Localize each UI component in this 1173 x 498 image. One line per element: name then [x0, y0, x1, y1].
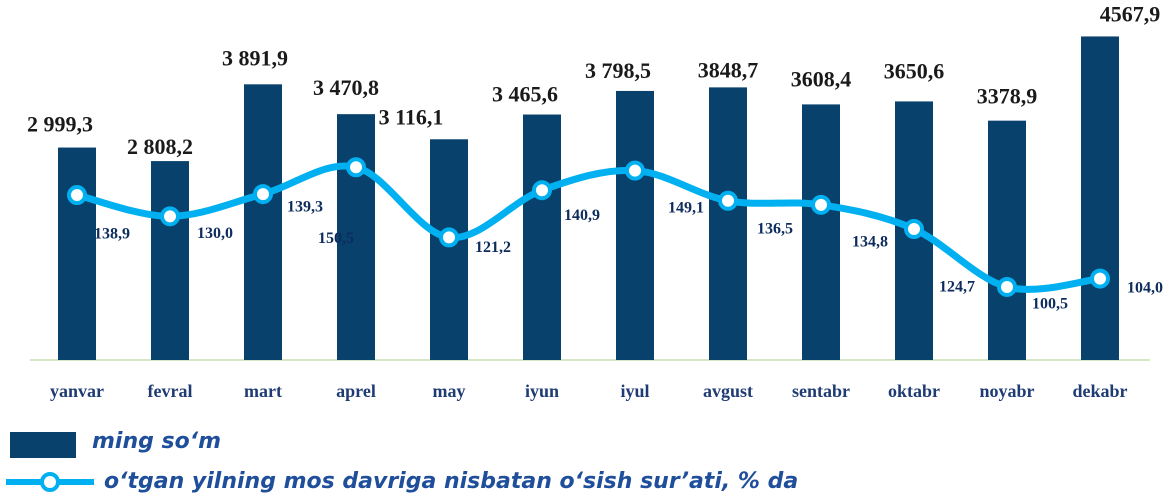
bar: [244, 84, 282, 360]
line-value-label: 130,0: [197, 225, 233, 242]
bar-value-label: 3 891,9: [222, 45, 288, 70]
bar: [337, 114, 375, 360]
legend-swatch-marker: [40, 472, 60, 492]
bar-value-label: 3 798,5: [585, 58, 651, 83]
legend-label: ming so‘m: [92, 429, 221, 454]
bar-value-label: 3 116,1: [379, 104, 444, 129]
legend-swatch-bar: [10, 432, 76, 458]
bar-value-label: 3378,9: [977, 84, 1038, 109]
line-marker: [253, 184, 273, 205]
bar-value-label: 2 999,3: [27, 112, 93, 137]
bar-value-label: 3 465,6: [492, 82, 558, 107]
line-marker: [997, 276, 1017, 297]
line-value-label: 134,8: [852, 234, 888, 251]
bar-value-label: 2 808,2: [127, 134, 193, 159]
line-value-label: 149,1: [668, 199, 704, 216]
bar-value-label: 3608,4: [791, 66, 852, 91]
x-tick-label: may: [433, 381, 466, 401]
line-marker: [346, 157, 366, 178]
line-marker: [811, 194, 831, 215]
line-value-label: 104,0: [1127, 279, 1163, 296]
x-tick-label: oktabr: [888, 381, 940, 401]
bar-value-label: 3 470,8: [313, 75, 379, 100]
line-marker: [904, 219, 924, 240]
bar: [616, 90, 654, 361]
line-value-label: 100,5: [1032, 296, 1068, 313]
line-marker: [439, 227, 459, 248]
line-value-label: 138,9: [94, 226, 130, 243]
line-marker: [1090, 268, 1110, 289]
bar-value-label: 3848,7: [698, 57, 759, 82]
line-value-label: 150,5: [318, 230, 354, 247]
line-value-label: 139,3: [287, 199, 323, 216]
bar-value-label: 4567,9: [1100, 1, 1161, 26]
line-marker: [67, 185, 87, 206]
legend-label: o‘tgan yilning mos davriga nisbatan o‘si…: [104, 469, 798, 494]
line-marker: [160, 206, 180, 227]
x-tick-label: noyabr: [979, 381, 1034, 401]
line-value-label: 121,2: [475, 239, 511, 256]
bar: [523, 114, 561, 361]
line-value-label: 140,9: [564, 207, 600, 224]
x-tick-label: aprel: [336, 381, 376, 401]
x-tick-label: iyun: [525, 381, 559, 401]
x-tick-label: iyul: [620, 381, 649, 401]
bar: [151, 161, 189, 360]
x-tick-label: dekabr: [1072, 381, 1127, 401]
x-tick-label: avgust: [703, 381, 753, 401]
bar: [430, 139, 468, 360]
bar-value-label: 3650,6: [884, 58, 945, 83]
bar: [709, 87, 747, 360]
x-tick-label: sentabr: [792, 381, 850, 401]
bar: [802, 104, 840, 360]
line-value-label: 124,7: [939, 279, 975, 296]
bar: [58, 147, 96, 360]
bar: [988, 120, 1026, 360]
x-tick-label: mart: [244, 381, 282, 401]
line-value-label: 136,5: [757, 220, 793, 237]
line-marker: [625, 160, 645, 181]
line-marker: [718, 190, 738, 211]
x-tick-label: yanvar: [50, 381, 104, 401]
line-marker: [532, 180, 552, 201]
x-tick-label: fevral: [148, 381, 193, 401]
bar: [1081, 36, 1119, 360]
